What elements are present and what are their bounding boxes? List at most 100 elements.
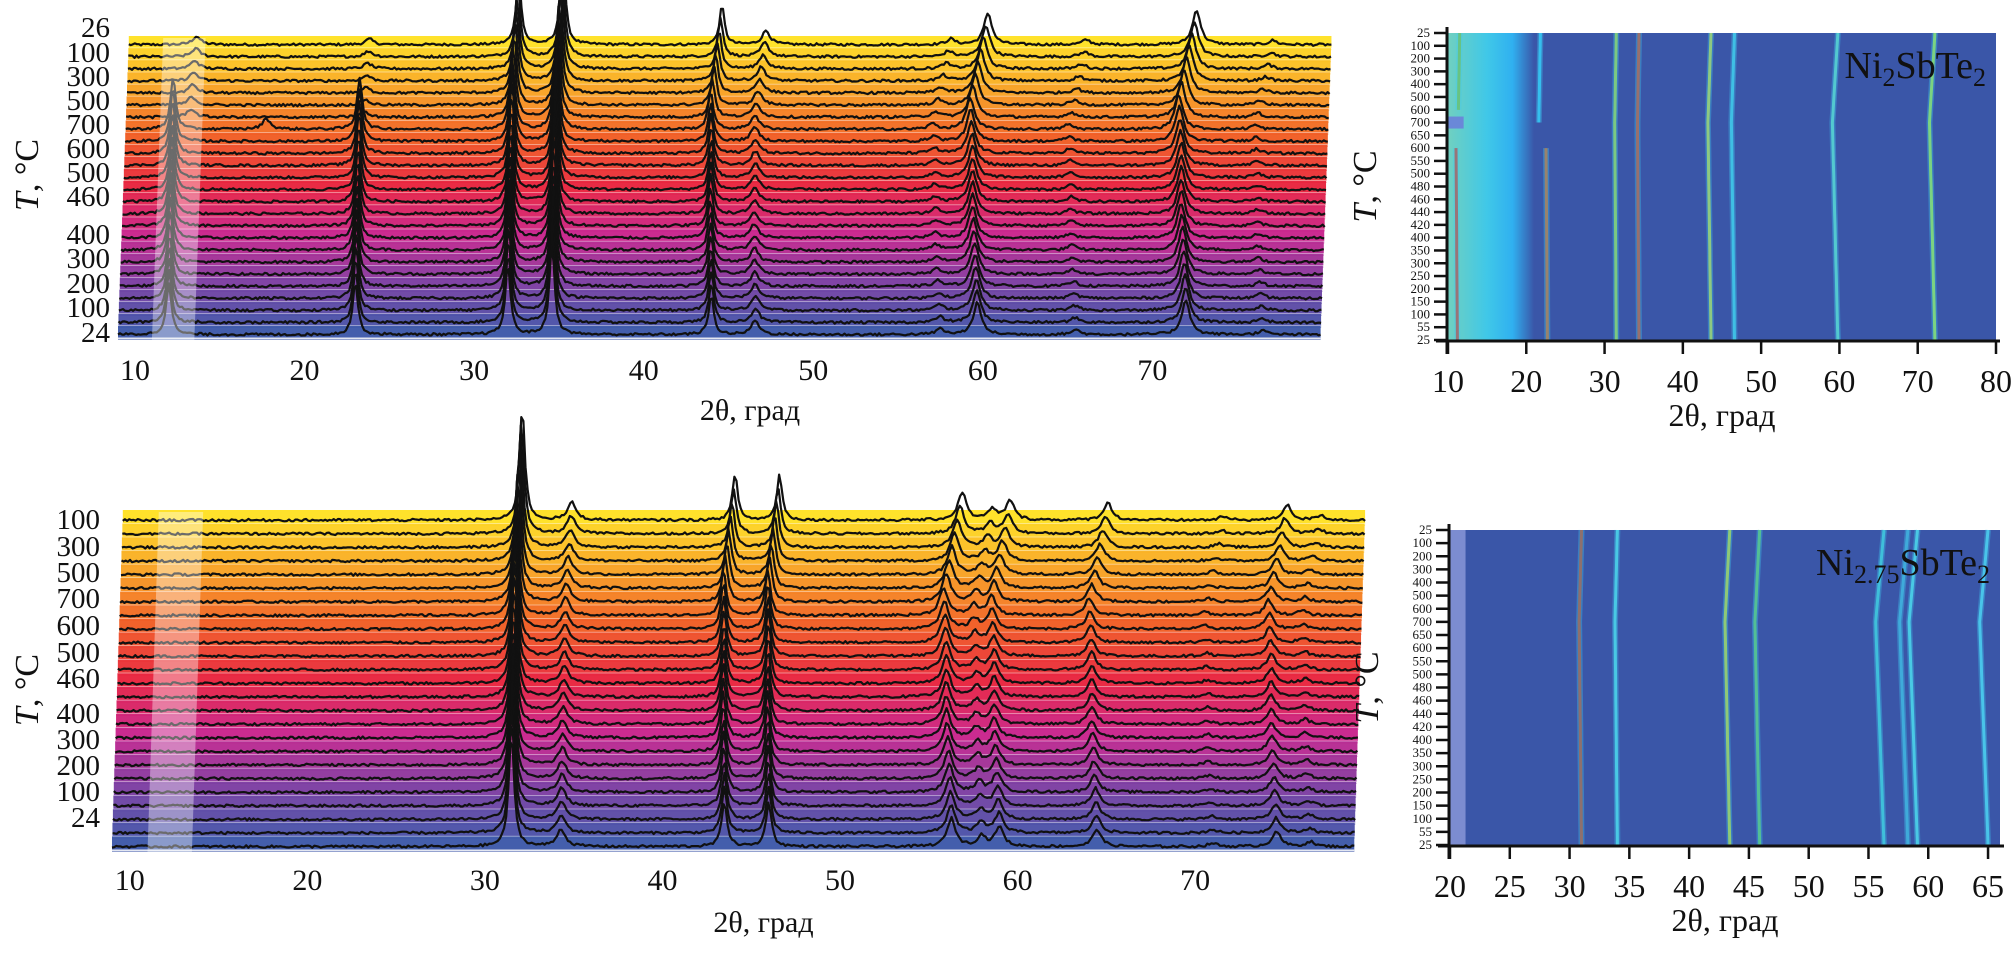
x-tick-label: 20 — [290, 354, 320, 387]
series-line — [118, 217, 1322, 313]
peak-line — [1874, 529, 1886, 846]
plot-area — [117, 0, 1332, 340]
y-tick-label: 440 — [1411, 204, 1431, 219]
peak-line — [1454, 148, 1459, 341]
plot-area — [111, 415, 1366, 852]
y-tick-label: 100 — [67, 292, 111, 324]
series-line — [114, 633, 1359, 741]
peak-line — [1723, 529, 1732, 846]
y-tick-label: 200 — [1413, 785, 1433, 800]
highlight-band — [151, 38, 206, 340]
y-tick-label: 400 — [1413, 732, 1433, 747]
y-tick-label: 600 — [57, 610, 101, 642]
peak-line-glow — [1453, 148, 1461, 341]
y-tick-label: 100 — [57, 776, 101, 808]
compound-label-subscript: 2 — [1973, 63, 1986, 92]
series-line — [118, 206, 1323, 301]
y-tick-label: 500 — [57, 557, 101, 589]
peak-line-glow — [1704, 32, 1714, 341]
y-tick-label: 24 — [71, 802, 101, 834]
x-tick-label: 80 — [1980, 363, 2012, 399]
y-tick-label: 200 — [1411, 281, 1431, 296]
y-tick-label: 100 — [1411, 38, 1431, 53]
peak-line — [1706, 32, 1713, 341]
series-line — [118, 516, 1362, 632]
y-tick-label: 550 — [1411, 153, 1431, 168]
row-fill — [118, 313, 1322, 328]
compound-label: Ni2.75SbTe2 — [1816, 542, 1990, 589]
series-line — [122, 112, 1327, 204]
x-axis: 10 20 30 40 50 60 70 2θ, град — [120, 354, 1167, 427]
y-tick-label: 700 — [1413, 614, 1433, 629]
y-tick-label: 500 — [67, 157, 111, 189]
compound-label-text: SbTe — [1899, 542, 1977, 584]
y-tick-label: 55 — [1419, 824, 1432, 839]
y-axis-title-italic: T — [9, 705, 46, 726]
series-line — [128, 0, 1332, 60]
y-tick-label: 100 — [57, 504, 101, 536]
series-line — [123, 85, 1328, 180]
row-fill — [127, 84, 1330, 99]
peak-line — [1544, 148, 1549, 341]
y-tick-label: 25 — [1417, 332, 1430, 347]
y-axis-title-unit: , °C — [1347, 150, 1384, 203]
y-tick-label: 400 — [1411, 230, 1431, 245]
y-axis: 2510020030040050060070065060055050048046… — [1349, 522, 1451, 859]
peak-line-glow — [1455, 32, 1463, 110]
y-tick-label: 100 — [1413, 535, 1433, 550]
compound-label-text: SbTe — [1895, 45, 1973, 87]
y-tick-label: 350 — [1413, 745, 1433, 760]
y-tick-label: 300 — [57, 724, 101, 756]
series-line — [118, 530, 1362, 645]
series-line — [120, 479, 1364, 591]
peak-line-glow — [1926, 32, 1938, 341]
x-tick-label: 60 — [968, 354, 998, 387]
series-line — [112, 709, 1356, 822]
x-tick-label: 20 — [1434, 868, 1466, 904]
series-line — [121, 433, 1365, 550]
peak-line — [1456, 32, 1462, 110]
series-line — [121, 151, 1325, 241]
y-axis: 2510020030040050060070065060055050048046… — [1347, 25, 1449, 354]
series-line — [121, 138, 1326, 229]
series-line — [120, 175, 1324, 265]
y-tick-label: 460 — [1411, 191, 1431, 206]
y-tick-label: 26 — [81, 12, 110, 44]
x-tick-label: 40 — [629, 354, 659, 387]
y-axis-title-italic: T — [1347, 202, 1384, 223]
x-tick-label: 65 — [1972, 868, 2004, 904]
y-tick-label: 500 — [1411, 89, 1431, 104]
y-tick-label: 300 — [1411, 63, 1431, 78]
x-tick-label: 40 — [647, 864, 677, 897]
y-tick-label: 600 — [1411, 140, 1431, 155]
compound-label-subscript: 2 — [1977, 560, 1990, 589]
x-tick-label: 60 — [1912, 868, 1944, 904]
series-line — [125, 13, 1330, 108]
highlight-band — [147, 512, 204, 852]
peak-line-glow — [1576, 529, 1585, 846]
row-fill — [119, 289, 1322, 304]
y-tick-label: 460 — [1413, 693, 1433, 708]
series-line — [117, 562, 1361, 673]
series-line — [123, 98, 1327, 192]
series-line — [117, 576, 1361, 686]
y-tick-label: 480 — [1413, 680, 1433, 695]
x-tick-label: 50 — [798, 354, 828, 387]
series-line — [125, 40, 1329, 132]
x-tick-label: 20 — [292, 864, 322, 897]
row-fill — [118, 325, 1321, 340]
x-axis-title: 2θ, град — [713, 906, 813, 939]
y-tick-label: 200 — [1413, 548, 1433, 563]
series-line — [113, 665, 1358, 781]
x-tick-label: 10 — [120, 354, 150, 387]
row-fill — [120, 265, 1323, 280]
peak-line-glow — [1535, 32, 1544, 123]
compound-label: Ni2SbTe2 — [1844, 45, 1986, 92]
series-line — [114, 642, 1359, 754]
series-line — [120, 450, 1365, 564]
row-fill — [127, 60, 1331, 75]
series-line — [126, 5, 1331, 96]
waterfall-panel-ni2sbte2: 10 20 30 40 50 60 70 2θ, град 26 100 300 500 700 600 5… — [0, 0, 1340, 450]
x-tick-label: 50 — [1793, 868, 1825, 904]
